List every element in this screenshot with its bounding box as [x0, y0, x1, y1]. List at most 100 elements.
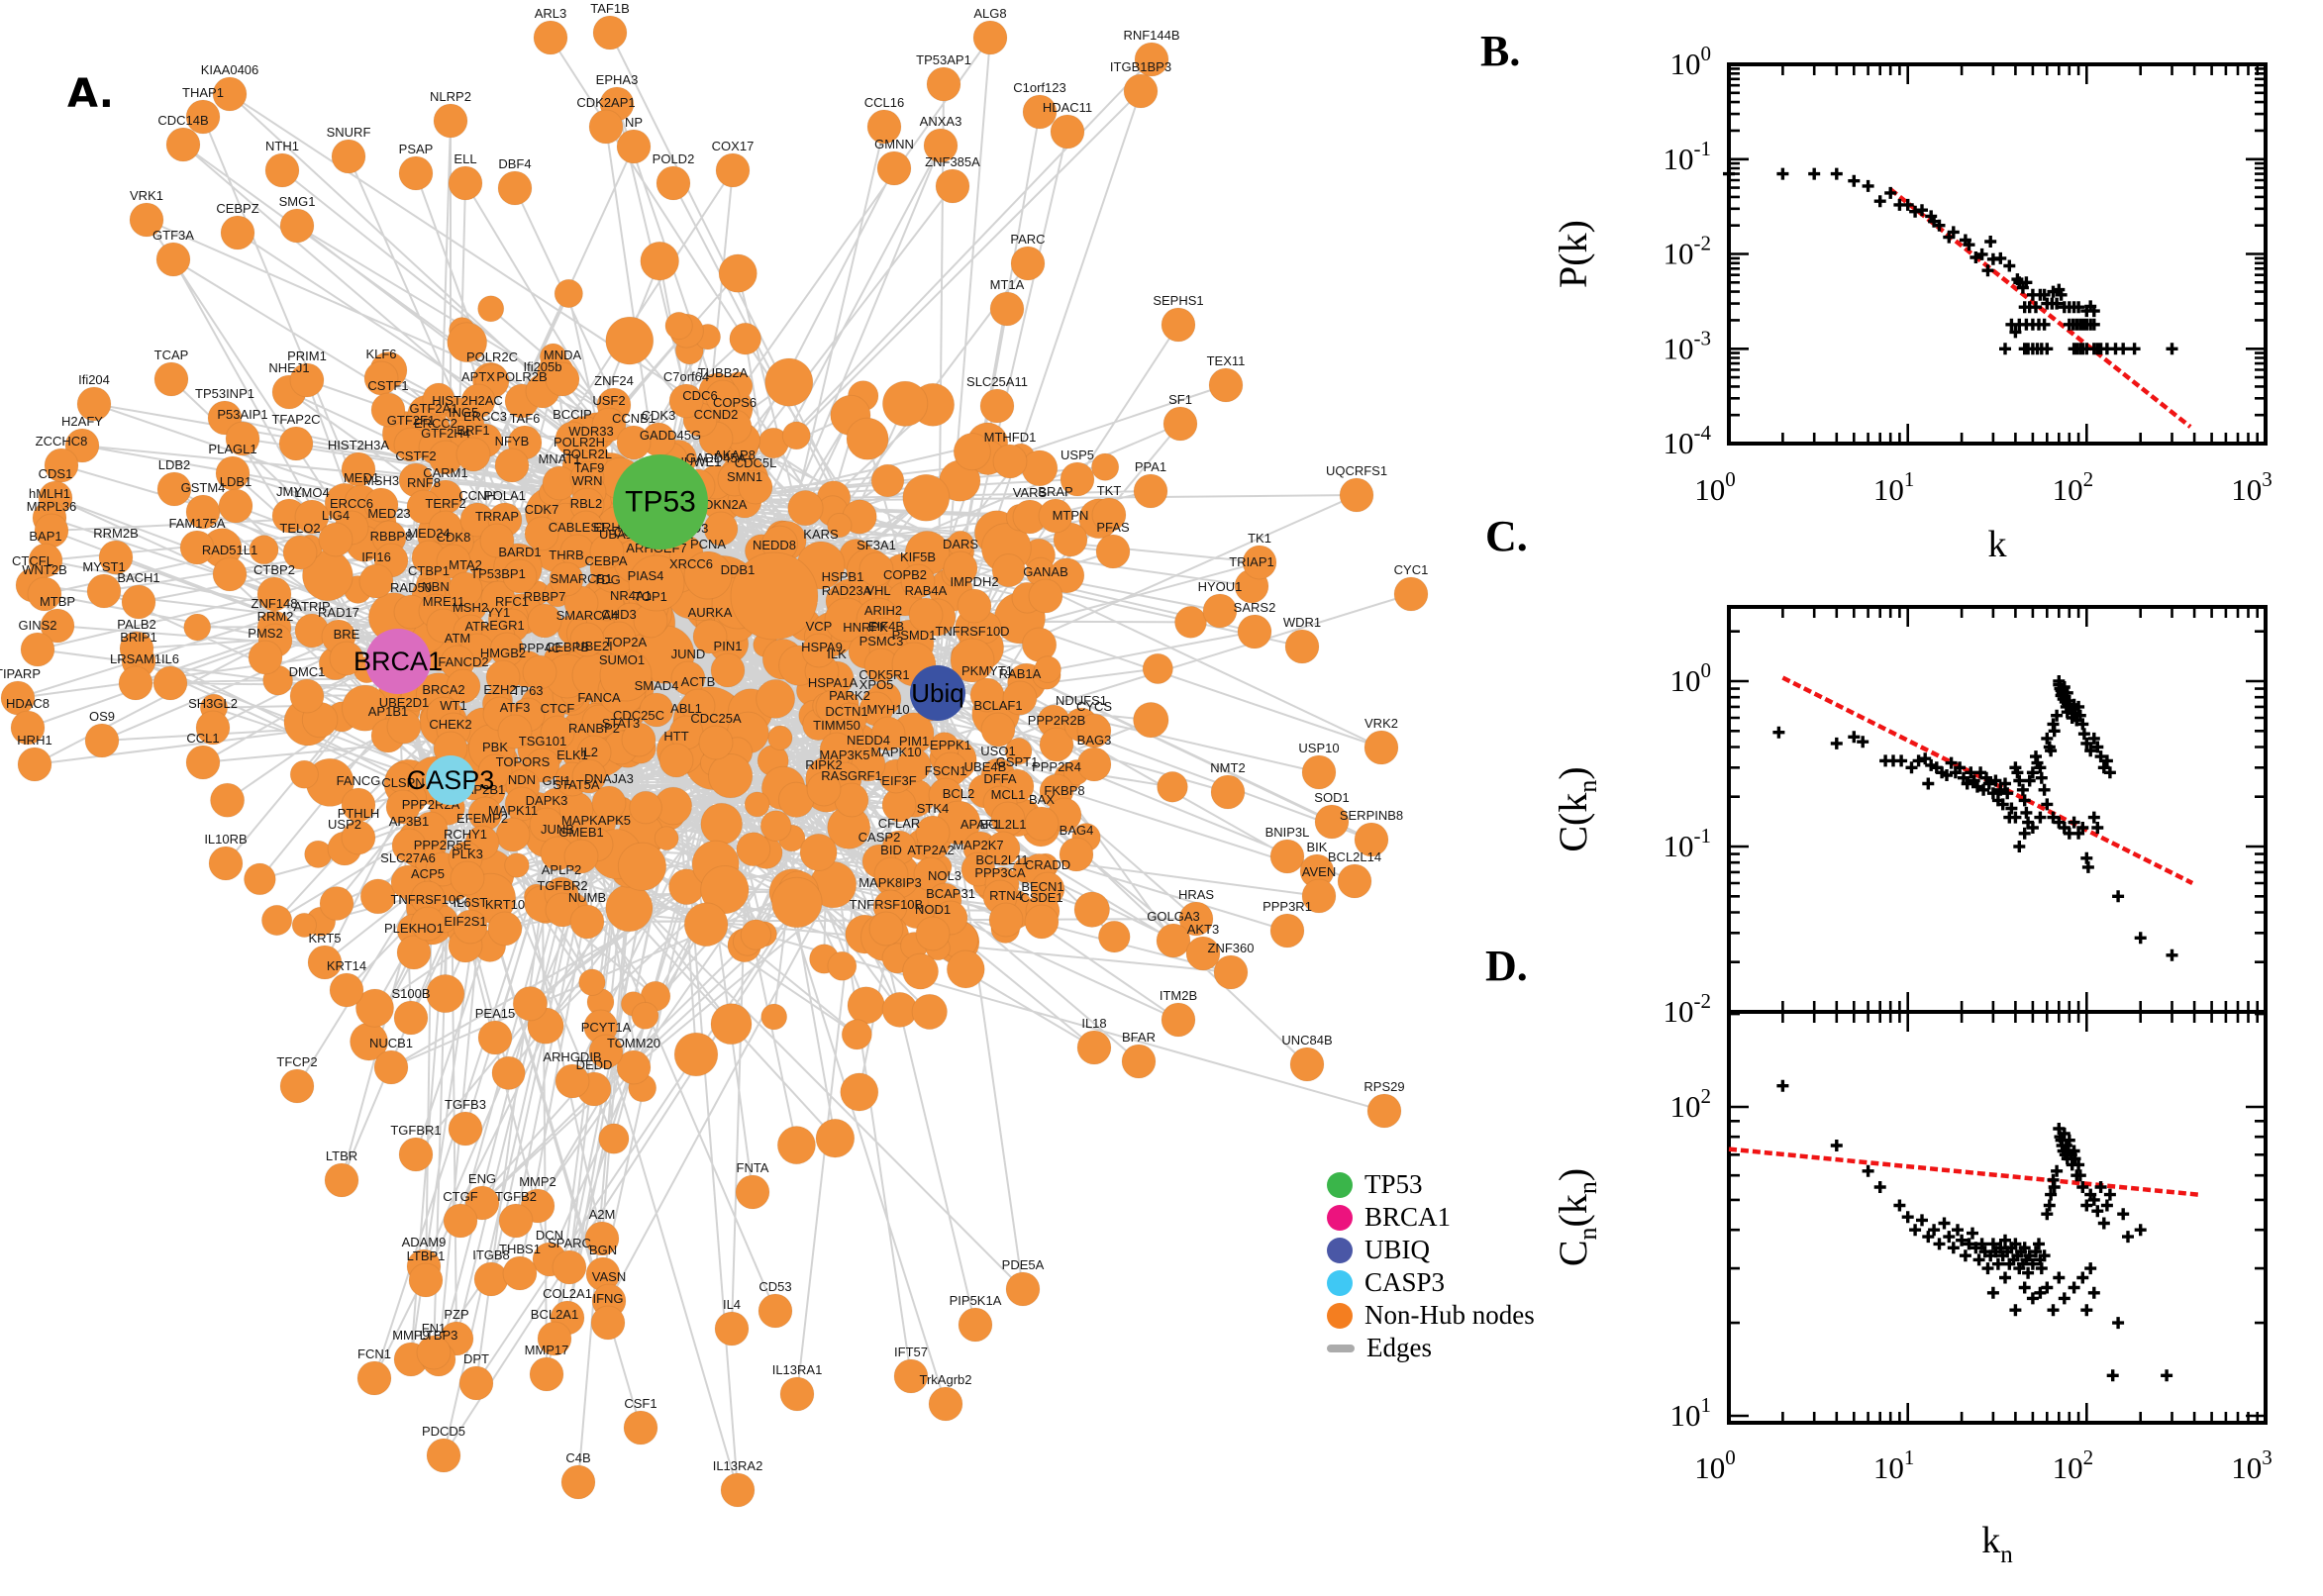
network-node-CSF1[interactable]	[623, 1410, 658, 1446]
network-node[interactable]	[1049, 557, 1085, 594]
network-node-THRB[interactable]	[549, 561, 584, 597]
network-node-BACH1[interactable]	[121, 584, 156, 620]
network-node-IL4[interactable]	[714, 1311, 750, 1347]
network-node-NFYB[interactable]	[494, 448, 530, 483]
network-node-LDB1[interactable]	[218, 488, 253, 524]
network-node-PMS2[interactable]	[248, 640, 283, 675]
network-node[interactable]	[477, 295, 505, 323]
network-node-UNC84B[interactable]	[1289, 1047, 1325, 1082]
hub-node-tp53[interactable]	[613, 454, 708, 549]
network-node-IFNG[interactable]	[590, 1305, 626, 1341]
network-node[interactable]	[605, 884, 654, 933]
network-node-NUMB[interactable]	[569, 904, 605, 940]
network-node[interactable]	[708, 753, 754, 799]
network-node-BARD1[interactable]	[502, 558, 538, 594]
network-node[interactable]	[764, 357, 814, 407]
network-node-ALG8[interactable]	[972, 20, 1008, 55]
network-node-Ifi204[interactable]	[76, 386, 112, 422]
network-node-TFAP2C[interactable]	[278, 426, 314, 461]
network-node-IL6ST[interactable]	[453, 909, 488, 945]
network-node-OS9[interactable]	[84, 723, 120, 758]
network-node[interactable]	[718, 253, 758, 293]
network-node-PTHLH[interactable]	[341, 820, 376, 855]
network-node-POLD2[interactable]	[656, 165, 691, 201]
network-node[interactable]	[881, 380, 929, 427]
network-node-CDC14B[interactable]	[165, 127, 201, 162]
network-node-RAB4A[interactable]	[908, 597, 944, 633]
network-node-CSTF1[interactable]	[370, 392, 406, 428]
network-node-SH3GL2[interactable]	[195, 710, 231, 746]
network-node-IL10RB[interactable]	[208, 846, 244, 881]
network-node[interactable]	[260, 904, 293, 937]
network-node[interactable]	[291, 912, 317, 939]
network-node[interactable]	[846, 417, 889, 460]
network-node-NMT2[interactable]	[1210, 774, 1246, 810]
network-node-GMEB1[interactable]	[563, 839, 599, 874]
network-node-TGFBR1[interactable]	[398, 1137, 434, 1172]
network-node-DMC1[interactable]	[289, 678, 325, 714]
hub-node-brca1[interactable]	[365, 629, 431, 694]
network-node-ELL[interactable]	[448, 165, 483, 201]
network-node[interactable]	[840, 1072, 879, 1112]
network-node-MNDA[interactable]	[545, 361, 580, 397]
network-node[interactable]	[183, 613, 212, 642]
network-node-BFAR[interactable]	[1121, 1044, 1157, 1079]
network-node-LRSAM1[interactable]	[118, 665, 153, 701]
network-node-SOD1[interactable]	[1314, 804, 1350, 840]
network-node-DBF4[interactable]	[497, 170, 533, 206]
network-node-BAX[interactable]	[1024, 806, 1060, 842]
network-node-ANXA3[interactable]	[923, 128, 959, 163]
network-node-CDKN2A[interactable]	[703, 511, 739, 547]
network-node-NP[interactable]	[616, 129, 652, 164]
network-node[interactable]	[578, 968, 606, 997]
network-node-CLSPN[interactable]	[385, 789, 421, 825]
network-node[interactable]	[759, 810, 792, 842]
network-node[interactable]	[700, 802, 744, 846]
network-node-NLRP2[interactable]	[433, 103, 468, 139]
network-node[interactable]	[673, 1032, 719, 1077]
network-node-AURKA[interactable]	[692, 619, 728, 654]
network-node[interactable]	[911, 993, 948, 1031]
network-node-TCAP[interactable]	[153, 361, 189, 397]
network-node-KRT5[interactable]	[307, 945, 343, 980]
network-node-ITM2B[interactable]	[1161, 1002, 1196, 1038]
network-node-MTBP[interactable]	[40, 608, 75, 644]
network-node-PPP3R1[interactable]	[1269, 913, 1305, 948]
network-node-LDB2[interactable]	[156, 471, 192, 507]
network-node-C7orf64[interactable]	[668, 383, 704, 419]
network-node-MTHFD1[interactable]	[992, 444, 1028, 479]
network-node[interactable]	[827, 950, 858, 981]
network-node-PLK3[interactable]	[450, 860, 485, 896]
network-node-RRM2B[interactable]	[98, 540, 134, 575]
network-node-MMP17[interactable]	[529, 1356, 564, 1392]
network-node-AP3B1[interactable]	[391, 828, 427, 863]
network-node-HYOU1[interactable]	[1202, 593, 1238, 629]
network-node-CYC1[interactable]	[1393, 576, 1429, 612]
network-node[interactable]	[1133, 701, 1169, 739]
network-node[interactable]	[554, 278, 583, 309]
network-node-CTCF[interactable]	[540, 715, 575, 750]
network-node[interactable]	[756, 678, 796, 719]
network-node-TAF1B[interactable]	[592, 15, 628, 50]
network-node-FANCD2[interactable]	[446, 668, 481, 704]
network-node[interactable]	[244, 862, 276, 896]
network-node-BRAP[interactable]	[1038, 498, 1073, 534]
network-node-TGFB2[interactable]	[498, 1203, 534, 1239]
network-node-PIP5K1A[interactable]	[958, 1307, 993, 1343]
network-node[interactable]	[491, 1055, 526, 1091]
network-node-RAD51L1[interactable]	[212, 556, 248, 592]
network-node-SEPHS1[interactable]	[1161, 307, 1196, 343]
network-node[interactable]	[847, 986, 885, 1025]
network-node-FCN1[interactable]	[356, 1360, 392, 1396]
network-node-TrkAgrb2[interactable]	[928, 1386, 963, 1422]
network-node-TK1[interactable]	[1242, 545, 1277, 580]
network-node[interactable]	[799, 833, 838, 872]
network-node-UBE2D1[interactable]	[386, 709, 422, 745]
network-node-VCP[interactable]	[801, 633, 837, 668]
network-node-CCL1[interactable]	[185, 745, 221, 780]
network-node[interactable]	[736, 832, 771, 867]
network-node-PLEKHO1[interactable]	[396, 935, 432, 970]
network-node-ZNF385A[interactable]	[935, 168, 970, 204]
network-node-C4B[interactable]	[560, 1464, 596, 1500]
network-node-KRT10[interactable]	[487, 911, 523, 947]
